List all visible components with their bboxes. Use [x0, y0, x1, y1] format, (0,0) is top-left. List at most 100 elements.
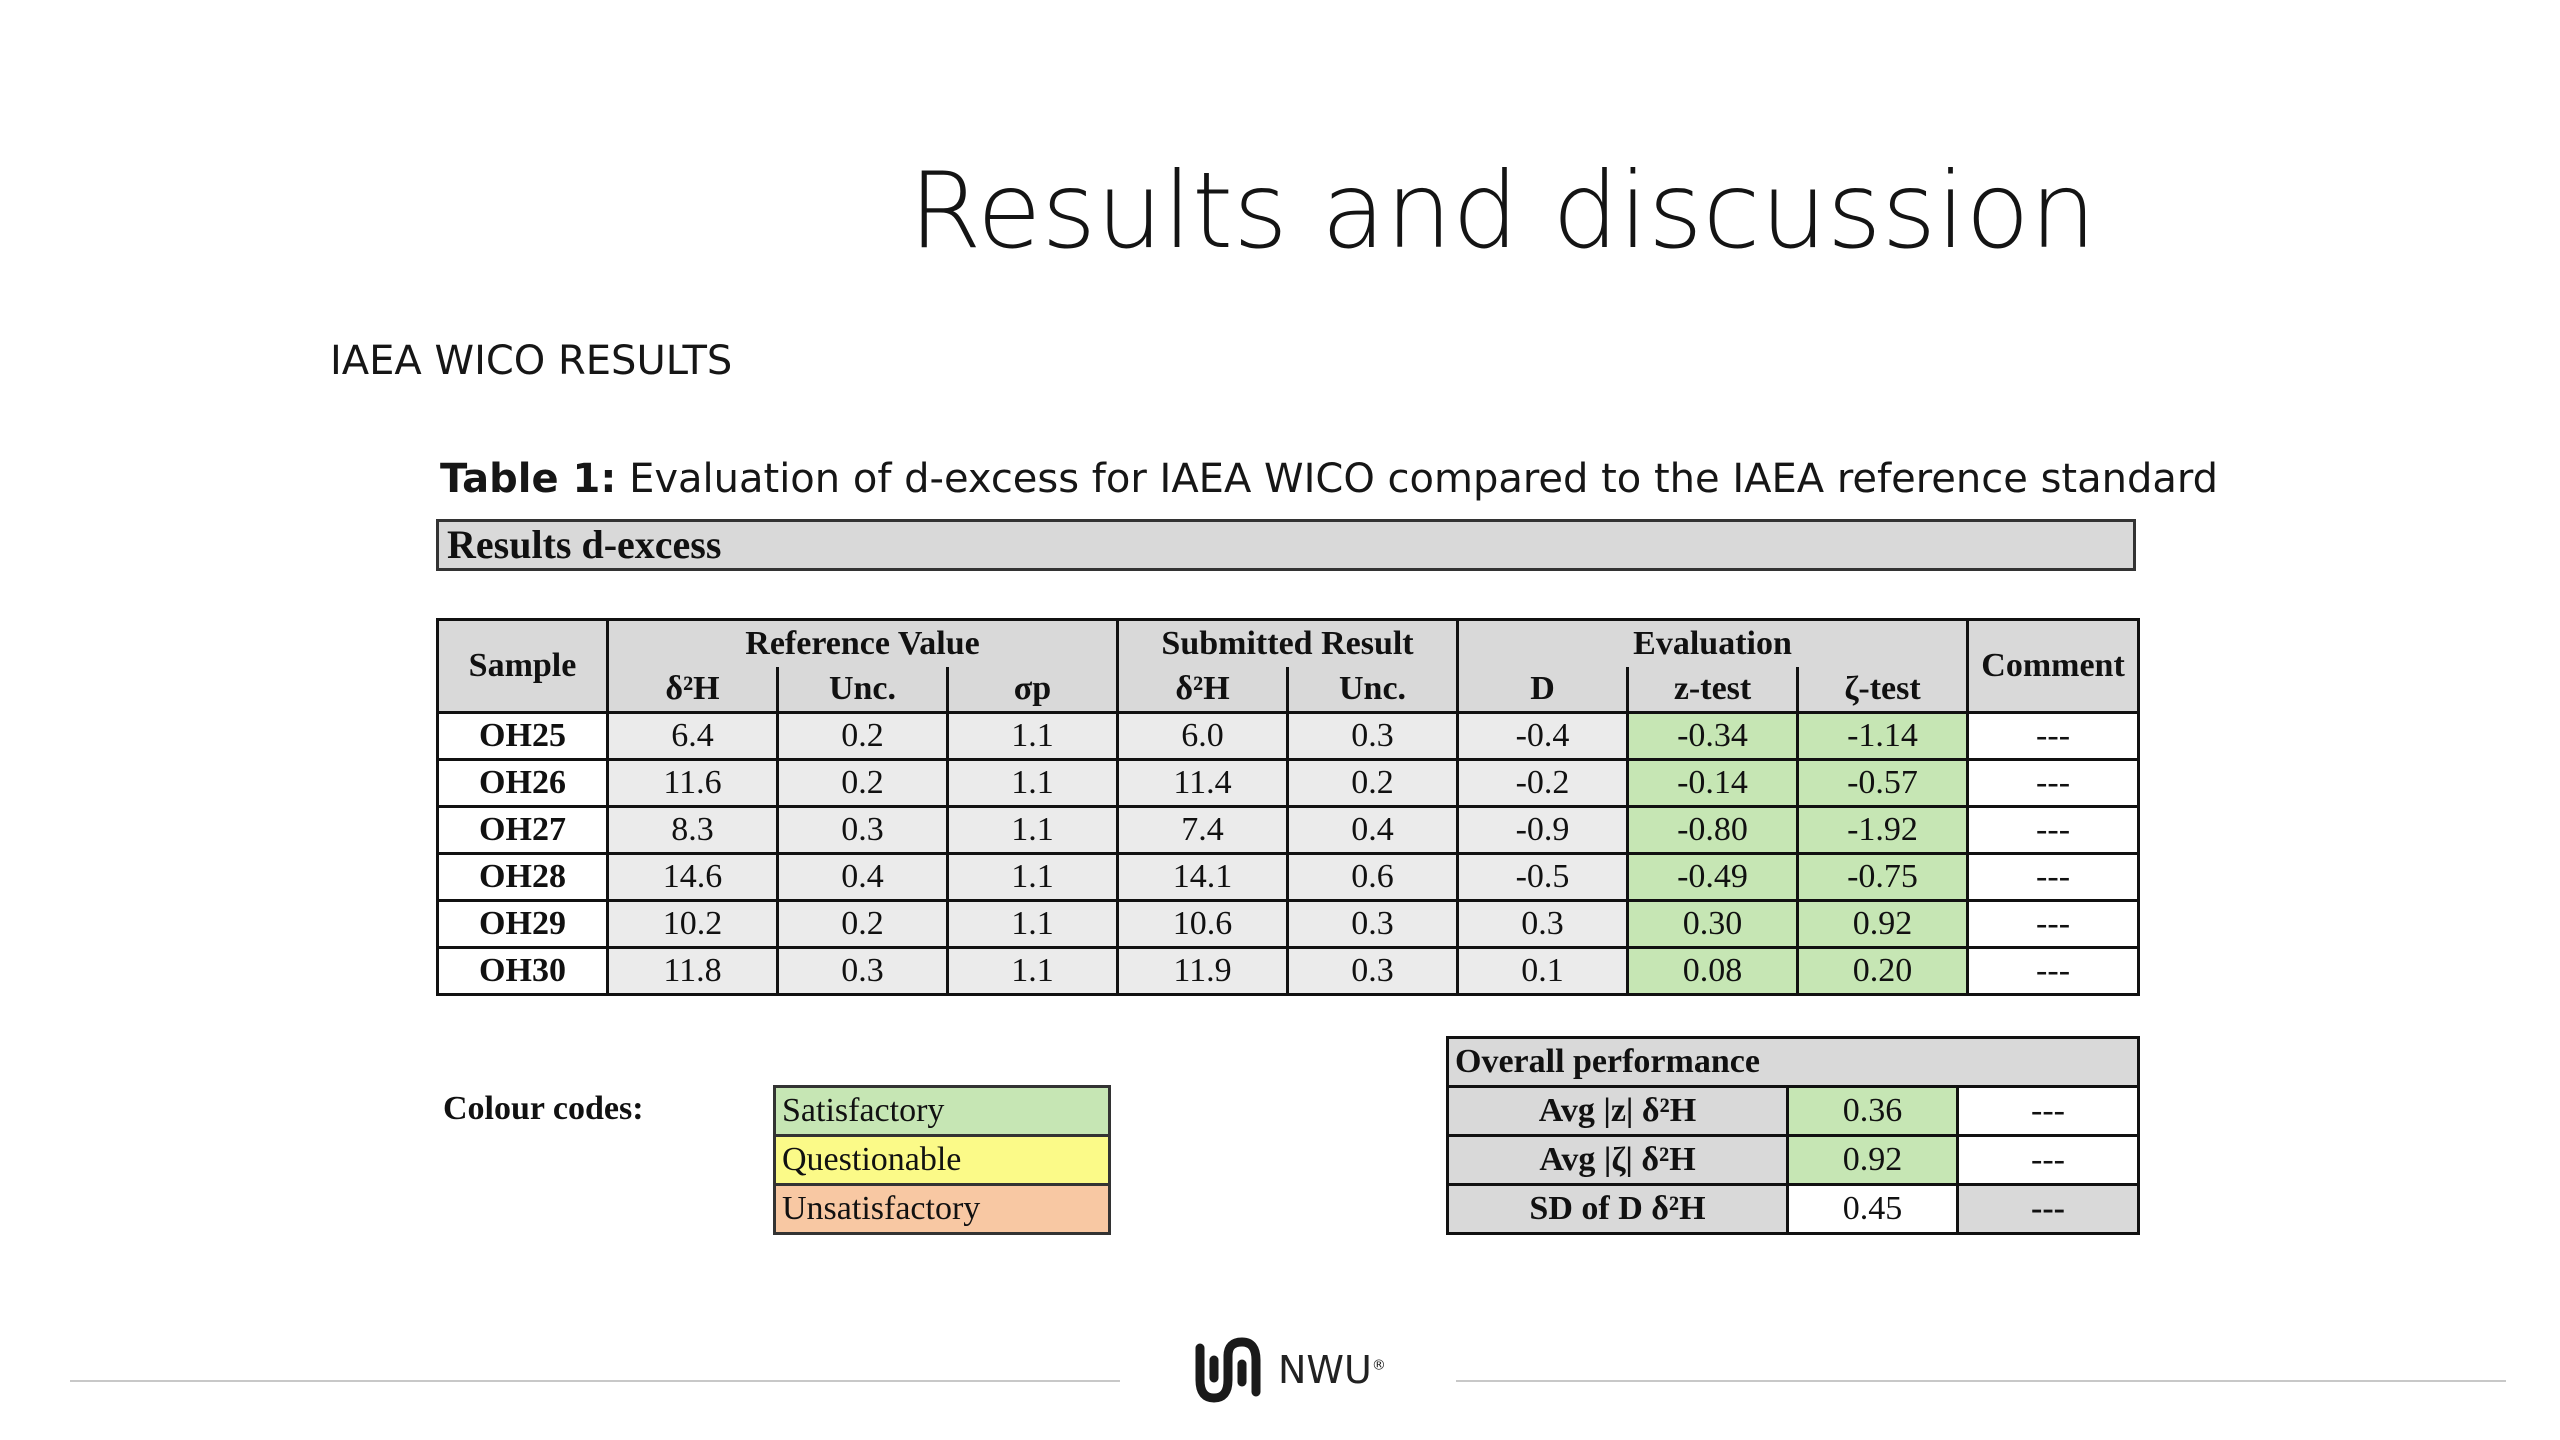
- cell-d: -0.5: [1456, 852, 1630, 902]
- cell-sub-unc: 0.4: [1286, 805, 1460, 855]
- nwu-logo-icon: [1195, 1337, 1261, 1403]
- table-row: OH26 11.6 0.2 1.1 11.4 0.2 -0.2 -0.14 -0…: [436, 758, 2141, 808]
- cell-comment: ---: [1966, 711, 2141, 761]
- cell-comment: ---: [1966, 852, 2141, 902]
- cell-ref-unc: 0.2: [776, 711, 949, 761]
- cell-comment: ---: [1966, 899, 2141, 949]
- header-evaluation: Evaluation: [1456, 618, 1970, 667]
- cell-zeta: -1.14: [1796, 711, 1970, 761]
- cell-zeta: -1.92: [1796, 805, 1970, 855]
- table-row: SD of D δ²H 0.45 ---: [1446, 1183, 2141, 1235]
- nwu-logo-text: NWU®: [1278, 1348, 1386, 1392]
- slide-title: Results and discussion: [908, 150, 2097, 272]
- cell-sample: OH29: [436, 899, 609, 949]
- perf-value: 0.92: [1786, 1134, 1959, 1186]
- colour-legend: Satisfactory Questionable Unsatisfactory: [773, 1085, 1111, 1235]
- cell-ref-unc: 0.3: [776, 805, 949, 855]
- cell-z: 0.30: [1626, 899, 1800, 949]
- cell-zeta: -0.75: [1796, 852, 1970, 902]
- header-sub-d2h: δ²H: [1116, 667, 1290, 714]
- nwu-logo: NWU®: [1190, 1330, 1386, 1410]
- table-caption: Table 1: Evaluation of d-excess for IAEA…: [440, 456, 2218, 502]
- cell-sub-unc: 0.2: [1286, 758, 1460, 808]
- cell-d: 0.3: [1456, 899, 1630, 949]
- cell-z: -0.14: [1626, 758, 1800, 808]
- table-row: Avg |z| δ²H 0.36 ---: [1446, 1085, 2141, 1137]
- logo-registered-mark: ®: [1371, 1357, 1386, 1374]
- perf-value: 0.36: [1786, 1085, 1959, 1137]
- table-row: Avg |ζ| δ²H 0.92 ---: [1446, 1134, 2141, 1186]
- perf-comment: ---: [1955, 1134, 2141, 1186]
- header-eval-d: D: [1456, 667, 1630, 714]
- cell-ref-unc: 0.3: [776, 946, 949, 996]
- logo-wordmark: NWU: [1278, 1348, 1372, 1392]
- cell-d: -0.4: [1456, 711, 1630, 761]
- cell-sub-d2h: 11.9: [1116, 946, 1290, 996]
- cell-z: -0.49: [1626, 852, 1800, 902]
- cell-zeta: 0.92: [1796, 899, 1970, 949]
- cell-comment: ---: [1966, 946, 2141, 996]
- cell-sample: OH28: [436, 852, 609, 902]
- header-eval-zeta: ζ-test: [1796, 667, 1970, 714]
- cell-d: 0.1: [1456, 946, 1630, 996]
- header-sample: Sample: [436, 618, 609, 713]
- cell-sample: OH27: [436, 805, 609, 855]
- legend-satisfactory: Satisfactory: [773, 1085, 1111, 1137]
- perf-value: 0.45: [1786, 1183, 1959, 1235]
- overall-performance-table: Overall performance Avg |z| δ²H 0.36 ---…: [1445, 1036, 2141, 1235]
- slide-subtitle: IAEA WICO RESULTS: [330, 338, 733, 384]
- table-row: OH29 10.2 0.2 1.1 10.6 0.3 0.3 0.30 0.92…: [436, 899, 2141, 949]
- cell-ref-d2h: 8.3: [606, 805, 779, 855]
- header-ref-sigma: σp: [945, 667, 1120, 714]
- cell-ref-d2h: 11.8: [606, 946, 779, 996]
- perf-label: Avg |ζ| δ²H: [1446, 1134, 1789, 1186]
- cell-zeta: 0.20: [1796, 946, 1970, 996]
- cell-sub-d2h: 14.1: [1116, 852, 1290, 902]
- colour-codes-label: Colour codes:: [443, 1090, 644, 1127]
- cell-d: -0.9: [1456, 805, 1630, 855]
- cell-ref-d2h: 10.2: [606, 899, 779, 949]
- cell-sigma: 1.1: [945, 946, 1120, 996]
- perf-label: SD of D δ²H: [1446, 1183, 1789, 1235]
- cell-sub-d2h: 7.4: [1116, 805, 1290, 855]
- footer-divider-left: [70, 1380, 1120, 1382]
- cell-sub-unc: 0.3: [1286, 946, 1460, 996]
- cell-sub-unc: 0.3: [1286, 899, 1460, 949]
- cell-z: -0.34: [1626, 711, 1800, 761]
- table-row: OH25 6.4 0.2 1.1 6.0 0.3 -0.4 -0.34 -1.1…: [436, 711, 2141, 761]
- cell-sigma: 1.1: [945, 852, 1120, 902]
- caption-label: Table 1:: [440, 456, 617, 502]
- cell-sigma: 1.1: [945, 758, 1120, 808]
- results-table: Sample Reference Value Submitted Result …: [436, 618, 2141, 996]
- cell-sub-d2h: 6.0: [1116, 711, 1290, 761]
- caption-text: Evaluation of d-excess for IAEA WICO com…: [616, 456, 2218, 502]
- cell-comment: ---: [1966, 758, 2141, 808]
- cell-sigma: 1.1: [945, 711, 1120, 761]
- table-row: OH28 14.6 0.4 1.1 14.1 0.6 -0.5 -0.49 -0…: [436, 852, 2141, 902]
- perf-label: Avg |z| δ²H: [1446, 1085, 1789, 1137]
- table-row: OH30 11.8 0.3 1.1 11.9 0.3 0.1 0.08 0.20…: [436, 946, 2141, 996]
- cell-z: 0.08: [1626, 946, 1800, 996]
- cell-ref-d2h: 14.6: [606, 852, 779, 902]
- cell-ref-d2h: 11.6: [606, 758, 779, 808]
- cell-comment: ---: [1966, 805, 2141, 855]
- cell-sub-d2h: 10.6: [1116, 899, 1290, 949]
- cell-sample: OH26: [436, 758, 609, 808]
- footer-divider-right: [1456, 1380, 2506, 1382]
- legend-unsatisfactory: Unsatisfactory: [773, 1183, 1111, 1235]
- header-sub-unc: Unc.: [1286, 667, 1460, 714]
- header-comment: Comment: [1966, 618, 2141, 713]
- cell-d: -0.2: [1456, 758, 1630, 808]
- legend-questionable: Questionable: [773, 1134, 1111, 1186]
- cell-sigma: 1.1: [945, 899, 1120, 949]
- cell-z: -0.80: [1626, 805, 1800, 855]
- overall-title: Overall performance: [1445, 1036, 2141, 1088]
- header-ref-unc: Unc.: [776, 667, 949, 714]
- table-row: OH27 8.3 0.3 1.1 7.4 0.4 -0.9 -0.80 -1.9…: [436, 805, 2141, 855]
- cell-sub-d2h: 11.4: [1116, 758, 1290, 808]
- cell-sample: OH25: [436, 711, 609, 761]
- cell-ref-unc: 0.2: [776, 758, 949, 808]
- perf-comment: ---: [1955, 1085, 2141, 1137]
- cell-sigma: 1.1: [945, 805, 1120, 855]
- header-submitted-result: Submitted Result: [1116, 618, 1460, 667]
